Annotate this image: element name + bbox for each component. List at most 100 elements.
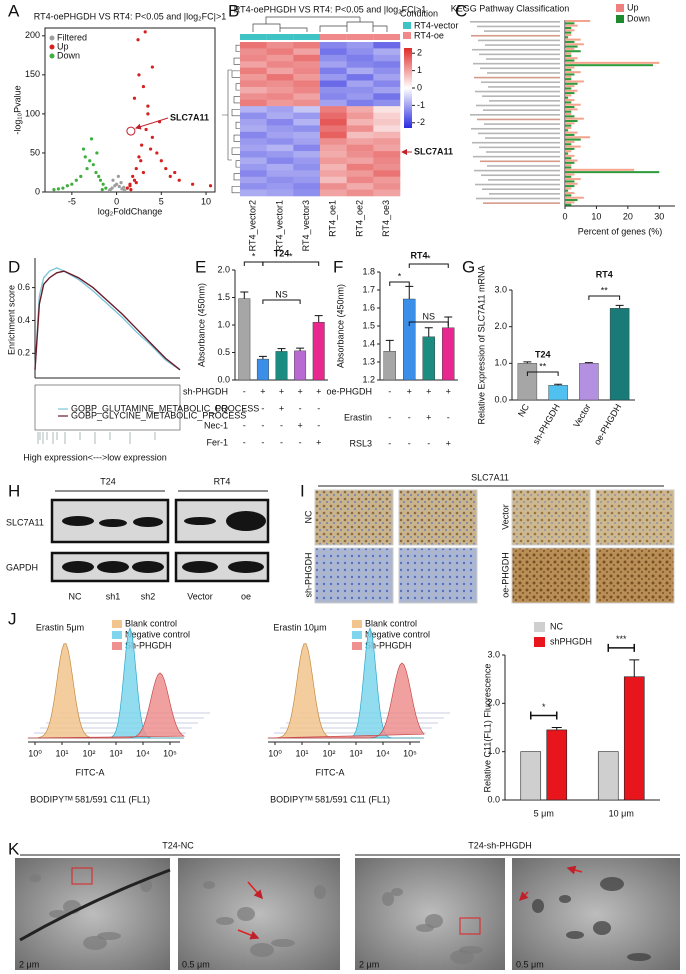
y-tick-label: 1.3 bbox=[362, 356, 375, 366]
heat-cell bbox=[320, 144, 347, 152]
blot-band bbox=[97, 561, 129, 573]
heat-cell bbox=[346, 151, 374, 158]
heat-cell bbox=[266, 125, 294, 133]
condition-bar bbox=[293, 34, 320, 40]
bar bbox=[565, 122, 575, 125]
sign: - bbox=[261, 420, 264, 430]
point bbox=[95, 151, 99, 155]
point bbox=[128, 184, 132, 188]
panel-letter: B bbox=[228, 1, 239, 20]
heat-cell bbox=[266, 48, 294, 56]
category-label-placeholder bbox=[474, 76, 560, 79]
point bbox=[137, 73, 141, 77]
heat-cell bbox=[346, 176, 374, 184]
heat-cell bbox=[240, 151, 267, 158]
bar bbox=[565, 38, 581, 41]
heat-cell bbox=[320, 54, 347, 62]
blot-band bbox=[133, 517, 163, 527]
bar bbox=[546, 729, 568, 801]
blot-band bbox=[228, 561, 264, 573]
heat-cell bbox=[346, 42, 374, 49]
category-label-placeholder bbox=[482, 95, 560, 97]
category-label-placeholder bbox=[489, 193, 560, 195]
condition-bar bbox=[240, 34, 267, 40]
bar bbox=[565, 52, 572, 55]
chart-title: RT4 bbox=[410, 250, 427, 260]
caption: BODIPYᵀᴹ 581/591 C11 (FL1) bbox=[270, 794, 390, 804]
scale-label: 2 μm bbox=[19, 959, 39, 969]
bar bbox=[565, 171, 660, 174]
bar bbox=[597, 751, 619, 801]
bar bbox=[565, 150, 572, 153]
heat-cell bbox=[266, 151, 294, 158]
x-tick-label: oe-PHGDH bbox=[592, 402, 623, 446]
ihc-image bbox=[595, 547, 675, 604]
heat-cell bbox=[240, 119, 267, 126]
heat-cell bbox=[293, 74, 321, 81]
bar bbox=[565, 126, 572, 129]
heat-cell bbox=[320, 170, 347, 178]
category-label-placeholder bbox=[484, 123, 560, 125]
lane-label: oe bbox=[241, 591, 251, 601]
point bbox=[119, 181, 123, 185]
bar bbox=[565, 99, 575, 102]
group-label: RT4 bbox=[214, 476, 231, 486]
row-label: sh-PHGDH bbox=[183, 386, 228, 396]
category-label-placeholder bbox=[476, 104, 560, 107]
y-axis-label: Absorbance (450nm) bbox=[335, 284, 345, 368]
row-label: Erastin bbox=[344, 412, 372, 422]
sign: - bbox=[243, 420, 246, 430]
y-tick-label: 0.5 bbox=[217, 347, 230, 357]
ihc-image bbox=[314, 489, 394, 546]
x-tick-label: 0 bbox=[562, 211, 567, 221]
bar bbox=[565, 31, 572, 34]
y-tick-label: 1.7 bbox=[362, 284, 375, 294]
bar bbox=[565, 136, 591, 139]
enrichment-line bbox=[34, 270, 181, 371]
legend-dot bbox=[49, 35, 55, 41]
heat-cell bbox=[293, 125, 321, 133]
error-bar bbox=[258, 355, 267, 360]
bar bbox=[565, 89, 578, 92]
legend-swatch bbox=[403, 32, 411, 39]
lane-label: Vector bbox=[187, 591, 213, 601]
lane-label: sh2 bbox=[141, 591, 156, 601]
legend-label: Negative control bbox=[365, 629, 430, 639]
bar bbox=[565, 159, 578, 162]
heat-cell bbox=[293, 163, 321, 171]
bar bbox=[565, 119, 578, 122]
significance-bracket bbox=[607, 643, 635, 652]
bar bbox=[565, 140, 575, 143]
category-label-placeholder bbox=[470, 21, 560, 23]
x-tick-label: 10⁵ bbox=[403, 748, 417, 758]
y-tick-label: 0.0 bbox=[494, 394, 507, 404]
error-bar bbox=[314, 315, 323, 323]
significance-bracket bbox=[526, 371, 559, 376]
bar bbox=[579, 363, 599, 401]
colorbar-label: -1 bbox=[417, 100, 425, 110]
heat-cell bbox=[320, 131, 347, 139]
heat-cell bbox=[293, 112, 321, 120]
ihc-image bbox=[595, 489, 675, 546]
heat-cell bbox=[266, 170, 294, 178]
significance-bracket bbox=[262, 261, 320, 266]
point bbox=[131, 174, 135, 178]
organelle bbox=[203, 881, 215, 889]
tem-image bbox=[355, 858, 505, 970]
heat-cell bbox=[293, 151, 321, 158]
heat-cell bbox=[266, 99, 294, 107]
heat-cell bbox=[266, 189, 294, 197]
legend-swatch bbox=[616, 15, 624, 23]
bar bbox=[565, 96, 569, 99]
heat-cell bbox=[346, 170, 374, 178]
significance-label: * bbox=[427, 253, 431, 263]
heat-cell bbox=[266, 112, 294, 120]
heat-cell bbox=[240, 61, 267, 68]
heat-cell bbox=[266, 157, 294, 165]
x-tick-label: 10⁵ bbox=[163, 748, 177, 758]
y-tick-label: 1.5 bbox=[362, 320, 375, 330]
legend-label: Negative control bbox=[125, 629, 190, 639]
heat-cell bbox=[373, 189, 401, 197]
organelle bbox=[314, 885, 326, 899]
y-tick-label: 0.0 bbox=[487, 794, 500, 804]
